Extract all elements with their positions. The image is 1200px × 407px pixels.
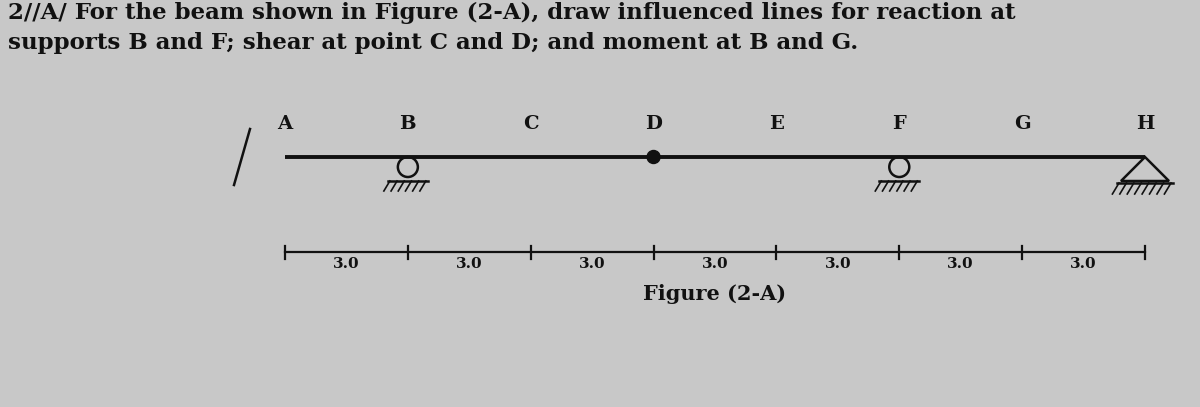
Text: 3.0: 3.0 <box>456 257 482 271</box>
Text: H: H <box>1136 115 1154 133</box>
Text: G: G <box>1014 115 1031 133</box>
Text: supports B and F; shear at point C and D; and moment at B and G.: supports B and F; shear at point C and D… <box>8 32 858 54</box>
Text: E: E <box>769 115 784 133</box>
Text: 3.0: 3.0 <box>334 257 360 271</box>
Text: F: F <box>893 115 906 133</box>
Text: 3.0: 3.0 <box>702 257 728 271</box>
Text: Figure (2-A): Figure (2-A) <box>643 284 786 304</box>
Text: 2//A/ For the beam shown in Figure (2-A), draw influenced lines for reaction at: 2//A/ For the beam shown in Figure (2-A)… <box>8 2 1015 24</box>
Text: 3.0: 3.0 <box>824 257 851 271</box>
Text: 3.0: 3.0 <box>948 257 974 271</box>
Text: D: D <box>646 115 662 133</box>
Text: A: A <box>277 115 293 133</box>
Text: 3.0: 3.0 <box>1070 257 1097 271</box>
Text: B: B <box>400 115 416 133</box>
Circle shape <box>647 151 660 164</box>
Text: C: C <box>523 115 539 133</box>
Text: 3.0: 3.0 <box>578 257 606 271</box>
